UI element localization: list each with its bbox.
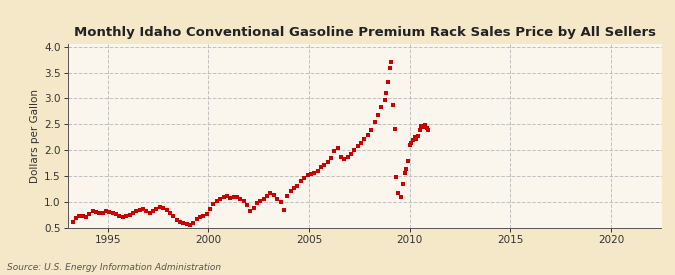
- Text: Source: U.S. Energy Information Administration: Source: U.S. Energy Information Administ…: [7, 263, 221, 272]
- Y-axis label: Dollars per Gallon: Dollars per Gallon: [30, 89, 40, 183]
- Title: Monthly Idaho Conventional Gasoline Premium Rack Sales Price by All Sellers: Monthly Idaho Conventional Gasoline Prem…: [74, 26, 655, 39]
